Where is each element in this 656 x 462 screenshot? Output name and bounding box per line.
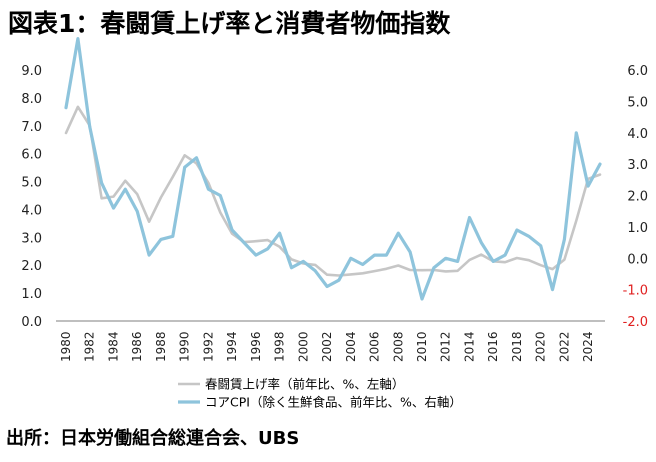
left-tick-label: 9.0 [21,64,42,79]
left-tick-label: 1.0 [21,287,42,302]
x-tick-label: 2008 [391,331,405,362]
right-tick-label: 5.0 [627,95,648,110]
legend-label-wage: 春闘賃上げ率（前年比、%、左軸） [205,377,404,392]
x-tick-label: 2010 [415,331,429,362]
series-line-cpi [64,36,602,301]
x-tick-label: 2018 [510,331,524,362]
right-tick-label: 3.0 [627,158,648,173]
series-group [64,36,602,301]
right-tick-label: 2.0 [627,190,648,205]
x-tick-label: 2012 [439,331,453,362]
x-tick-label: 1994 [225,331,239,362]
x-tick-label: 1986 [130,331,144,362]
x-axis-ticks: 1980 1982 1984 1986 1988 1990 1992 1994 1996 1998… [59,331,595,362]
right-tick-label: 6.0 [627,64,648,79]
series-line-wage [64,105,602,277]
x-tick-label: 2002 [320,331,334,362]
x-tick-label: 1996 [249,331,263,362]
x-tick-label: 2020 [534,331,548,362]
right-tick-label: 0.0 [627,252,648,267]
x-tick-label: 2004 [344,331,358,362]
left-tick-label: 8.0 [21,92,42,107]
x-tick-label: 1990 [178,331,192,362]
right-tick-label: 4.0 [627,127,648,142]
legend: 春闘賃上げ率（前年比、%、左軸） コアCPI（除く生鮮食品、前年比、%、右軸） [178,377,462,410]
x-tick-label: 1982 [83,331,97,362]
legend-label-cpi: コアCPI（除く生鮮食品、前年比、%、右軸） [205,395,462,410]
x-tick-label: 2016 [486,331,500,362]
right-tick-label: -1.0 [623,284,648,299]
x-tick-label: 2022 [557,331,571,362]
chart-title: 図表1：春闘賃上げ率と消費者物価指数 [8,9,451,38]
left-axis-ticks: 0.0 1.0 2.0 3.0 4.0 5.0 6.0 7.0 8.0 9.0 [21,64,42,330]
left-tick-label: 0.0 [21,315,42,330]
x-tick-label: 2006 [368,331,382,362]
x-tick-label: 1998 [273,331,287,362]
left-tick-label: 4.0 [21,203,42,218]
source-note: 出所：日本労働組合総連合会、UBS [6,428,300,449]
left-tick-label: 6.0 [21,148,42,163]
x-tick-label: 1992 [201,331,215,362]
x-tick-label: 1984 [106,331,120,362]
left-tick-label: 3.0 [21,231,42,246]
right-tick-label: 1.0 [627,221,648,236]
right-axis-ticks: -2.0 -1.0 0.0 1.0 2.0 3.0 4.0 5.0 6.0 [623,64,648,330]
x-tick-label: 2014 [462,331,476,362]
x-tick-label: 2024 [581,331,595,362]
x-tick-label: 1980 [59,331,73,362]
x-tick-label: 1988 [154,331,168,362]
left-tick-label: 2.0 [21,259,42,274]
left-tick-label: 7.0 [21,120,42,135]
right-tick-label: -2.0 [623,315,648,330]
left-tick-label: 5.0 [21,176,42,191]
x-tick-label: 2000 [296,331,310,362]
